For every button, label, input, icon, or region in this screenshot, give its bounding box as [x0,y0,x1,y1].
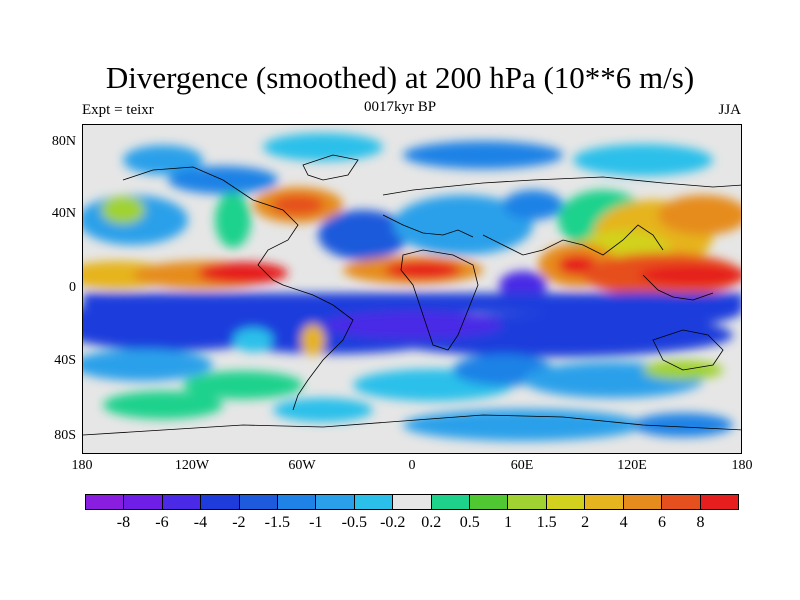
colorbar-label: -4 [193,514,208,531]
map-title: Divergence (smoothed) at 200 hPa (10**6 … [105,60,695,95]
colorbar-box [585,495,624,509]
lat-tick-0: 0 [69,280,76,295]
colorbar [85,494,739,510]
lon-tick-60w: 60W [288,458,316,473]
colorbar-label: -8 [116,514,131,531]
colorbar-label: -1.5 [264,514,290,531]
colorbar-label: 0.2 [421,514,442,531]
divergence-map [82,124,742,454]
colorbar-box [162,495,202,509]
colorbar-label: 4 [619,514,628,531]
colorbar-box [470,495,509,509]
divergence-field [83,125,741,453]
lat-tick-40n: 40N [51,206,76,221]
colorbar-box [623,495,663,509]
colorbar-label: -0.5 [341,514,367,531]
colorbar-box [354,495,394,509]
lat-tick-80s: 80S [54,428,76,443]
colorbar-box [546,495,586,509]
coastlines [83,154,741,436]
colorbar-box [201,495,240,509]
experiment-label: Expt = teixr [82,102,154,118]
colorbar-label: -2 [232,514,246,531]
colorbar-label: -0.2 [380,514,406,531]
colorbar-label: -6 [155,514,169,531]
lat-tick-80n: 80N [51,134,76,149]
colorbar-box [508,495,547,509]
colorbar-label: 6 [658,514,667,531]
lon-tick-60e: 60E [510,458,534,473]
contour-fill [83,133,741,441]
colorbar-box [700,495,738,509]
colorbar-box [86,495,125,509]
colorbar-labels: -8 -6 -4 -2 -1.5 -1 -0.5 -0.2 0.2 0.5 1 1.5 2 4 6 8 [85,514,739,534]
lon-tick-0: 0 [408,458,416,473]
colorbar-label: 1.5 [536,514,557,531]
lat-tick-40s: 40S [54,353,76,368]
lon-tick-120e: 120E [617,458,647,473]
colorbar-box [278,495,317,509]
colorbar-box [431,495,471,509]
colorbar-label: -1 [309,514,323,531]
colorbar-label: 0.5 [459,514,480,531]
colorbar-box [393,495,432,509]
colorbar-box [316,495,355,509]
colorbar-label: 8 [696,514,705,531]
colorbar-label: 2 [581,514,590,531]
colorbar-box [239,495,279,509]
season-label: JJA [718,102,741,118]
lon-tick-120w: 120W [174,458,210,473]
time-label: 0017kyr BP [363,99,437,115]
lon-tick-180e: 180 [731,458,753,473]
lon-tick-180w: 180 [71,458,93,473]
colorbar-label: 1 [504,514,513,531]
colorbar-box [124,495,163,509]
colorbar-box [662,495,701,509]
